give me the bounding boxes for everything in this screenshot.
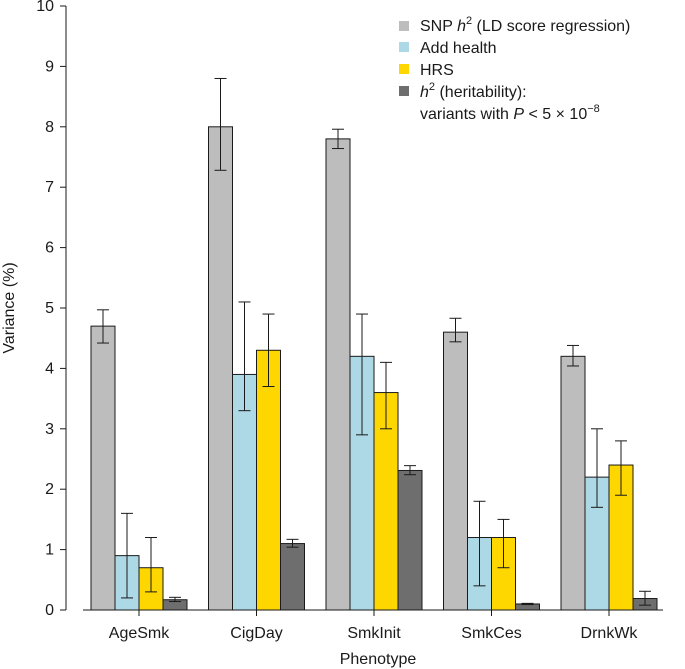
- y-tick-label: 7: [45, 179, 54, 196]
- bars-group: [90, 126, 658, 611]
- bar: [325, 138, 351, 611]
- y-tick-label: 5: [45, 300, 54, 317]
- x-axis-label: Phenotype: [340, 651, 417, 668]
- bar: [208, 126, 233, 611]
- y-tick-label: 4: [45, 360, 54, 377]
- y-axis: 0 1 2 3 4 5 6 7 8 9 10: [36, 0, 67, 619]
- y-tick-label: 3: [45, 421, 54, 438]
- legend-label-h2: h2 (heritability):: [420, 81, 527, 101]
- legend-swatch-hrs: [399, 64, 409, 74]
- x-tick-label: CigDay: [230, 625, 282, 642]
- y-tick-label: 8: [45, 119, 54, 136]
- x-tick-label: SmkInit: [347, 625, 401, 642]
- bar: [256, 349, 281, 611]
- legend-label-add-health: Add health: [420, 40, 497, 57]
- y-tick-label: 9: [45, 58, 54, 75]
- bar: [560, 355, 586, 611]
- legend-swatch-snp: [399, 21, 409, 31]
- y-tick-label: 1: [45, 542, 54, 559]
- legend-swatch-h2: [399, 86, 409, 96]
- legend: SNP h2 (LD score regression) Add health …: [399, 15, 630, 123]
- legend-label-hrs: HRS: [420, 62, 454, 79]
- y-axis-label: Variance (%): [1, 262, 18, 353]
- bar: [280, 543, 305, 611]
- legend-label-h2-line2: variants with P < 5 × 10−8: [420, 103, 600, 123]
- x-tick-label: AgeSmk: [109, 625, 170, 642]
- y-tick-label: 0: [45, 602, 54, 619]
- x-tick-label: DrnkWk: [581, 625, 639, 642]
- y-tick-label: 6: [45, 240, 54, 257]
- y-tick-label: 10: [36, 0, 54, 15]
- y-tick-label: 2: [45, 481, 54, 498]
- legend-label-snp: SNP h2 (LD score regression): [420, 15, 630, 35]
- legend-swatch-add-health: [399, 42, 409, 52]
- x-tick-label: SmkCes: [461, 625, 521, 642]
- bar: [443, 331, 468, 611]
- bar: [232, 373, 257, 611]
- x-axis: AgeSmk CigDay SmkInit SmkCes DrnkWk: [83, 609, 663, 642]
- error-bars-group: [97, 77, 651, 606]
- bar: [397, 469, 423, 611]
- bar: [90, 325, 116, 611]
